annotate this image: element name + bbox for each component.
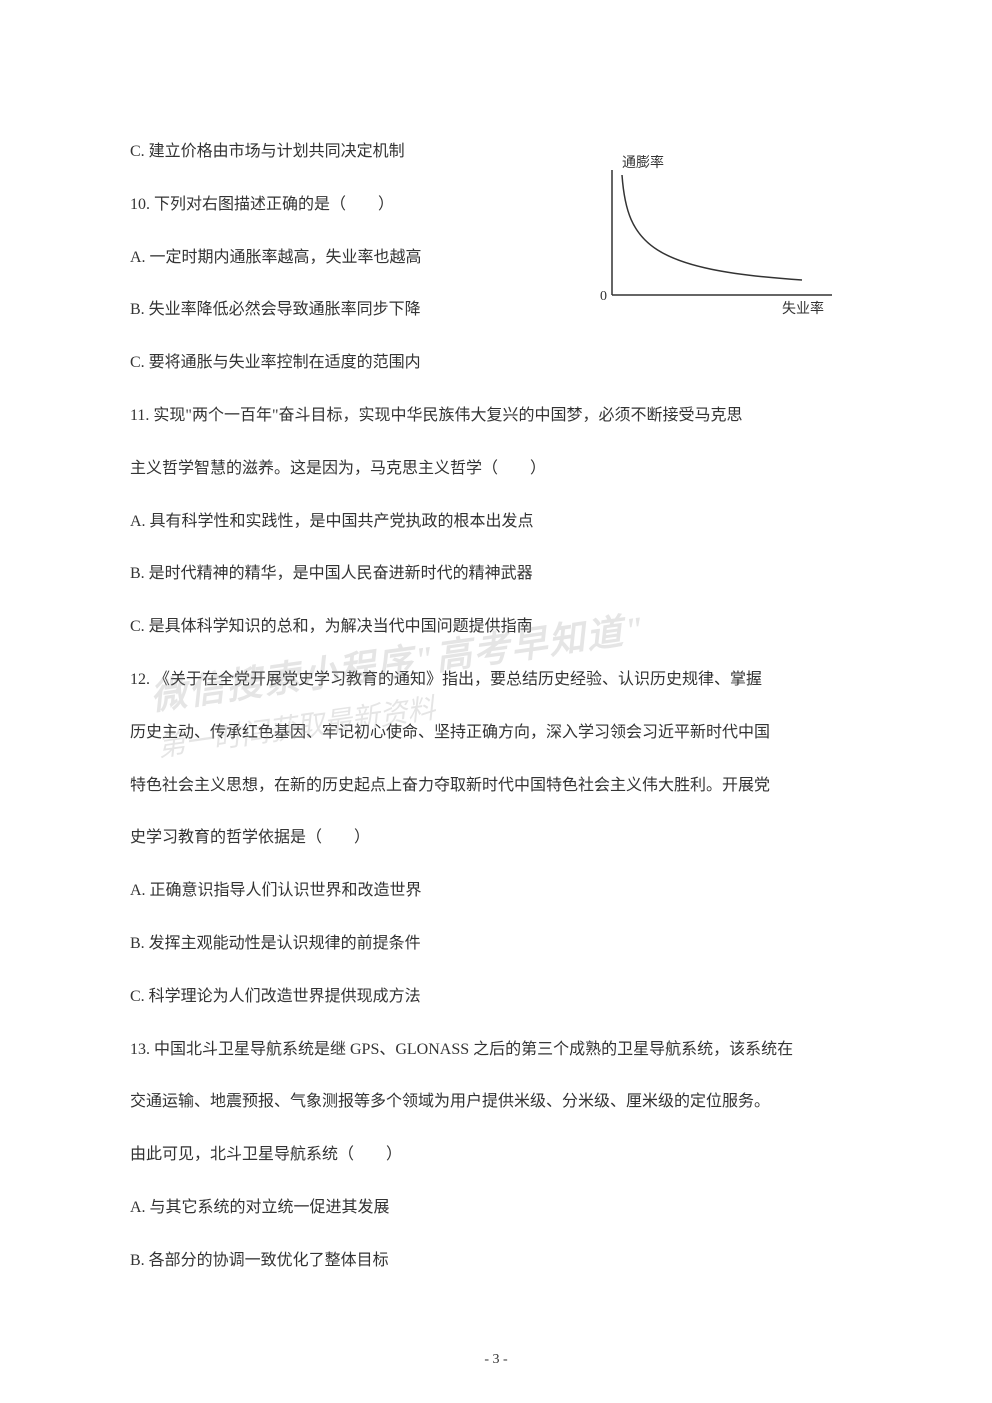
chart-svg: 通膨率 0 失业率 xyxy=(582,155,862,325)
text-line: 12. 《关于在全党开展党史学习教育的通知》指出，要总结历史经验、认识历史规律、… xyxy=(130,658,862,703)
text-line: A. 与其它系统的对立统一促进其发展 xyxy=(130,1186,862,1231)
text-line: 历史主动、传承红色基因、牢记初心使命、坚持正确方向，深入学习领会习近平新时代中国 xyxy=(130,711,862,756)
text-line: A. 正确意识指导人们认识世界和改造世界 xyxy=(130,869,862,914)
page-number: - 3 - xyxy=(484,1352,507,1368)
text-line: B. 发挥主观能动性是认识规律的前提条件 xyxy=(130,922,862,967)
text-line: C. 科学理论为人们改造世界提供现成方法 xyxy=(130,975,862,1020)
text-line: C. 是具体科学知识的总和，为解决当代中国问题提供指南 xyxy=(130,605,862,650)
text-line: A. 具有科学性和实践性，是中国共产党执政的根本出发点 xyxy=(130,500,862,545)
text-line: 主义哲学智慧的滋养。这是因为，马克思主义哲学（ ） xyxy=(130,447,862,492)
phillips-curve-chart: 通膨率 0 失业率 xyxy=(582,155,862,325)
chart-y-label: 通膨率 xyxy=(622,155,664,171)
text-line: B. 是时代精神的精华，是中国人民奋进新时代的精神武器 xyxy=(130,552,862,597)
text-line: C. 要将通胀与失业率控制在适度的范围内 xyxy=(130,341,862,386)
text-line: 13. 中国北斗卫星导航系统是继 GPS、GLONASS 之后的第三个成熟的卫星… xyxy=(130,1028,862,1073)
chart-x-label: 失业率 xyxy=(782,300,824,317)
chart-origin-label: 0 xyxy=(600,289,607,304)
text-line: B. 各部分的协调一致优化了整体目标 xyxy=(130,1239,862,1284)
text-line: 交通运输、地震预报、气象测报等多个领域为用户提供米级、分米级、厘米级的定位服务。 xyxy=(130,1080,862,1125)
text-line: 11. 实现"两个一百年"奋斗目标，实现中华民族伟大复兴的中国梦，必须不断接受马… xyxy=(130,394,862,439)
chart-curve xyxy=(622,175,802,280)
text-line: 史学习教育的哲学依据是（ ） xyxy=(130,816,862,861)
text-line: 由此可见，北斗卫星导航系统（ ） xyxy=(130,1133,862,1178)
text-line: 特色社会主义思想，在新的历史起点上奋力夺取新时代中国特色社会主义伟大胜利。开展党 xyxy=(130,764,862,809)
